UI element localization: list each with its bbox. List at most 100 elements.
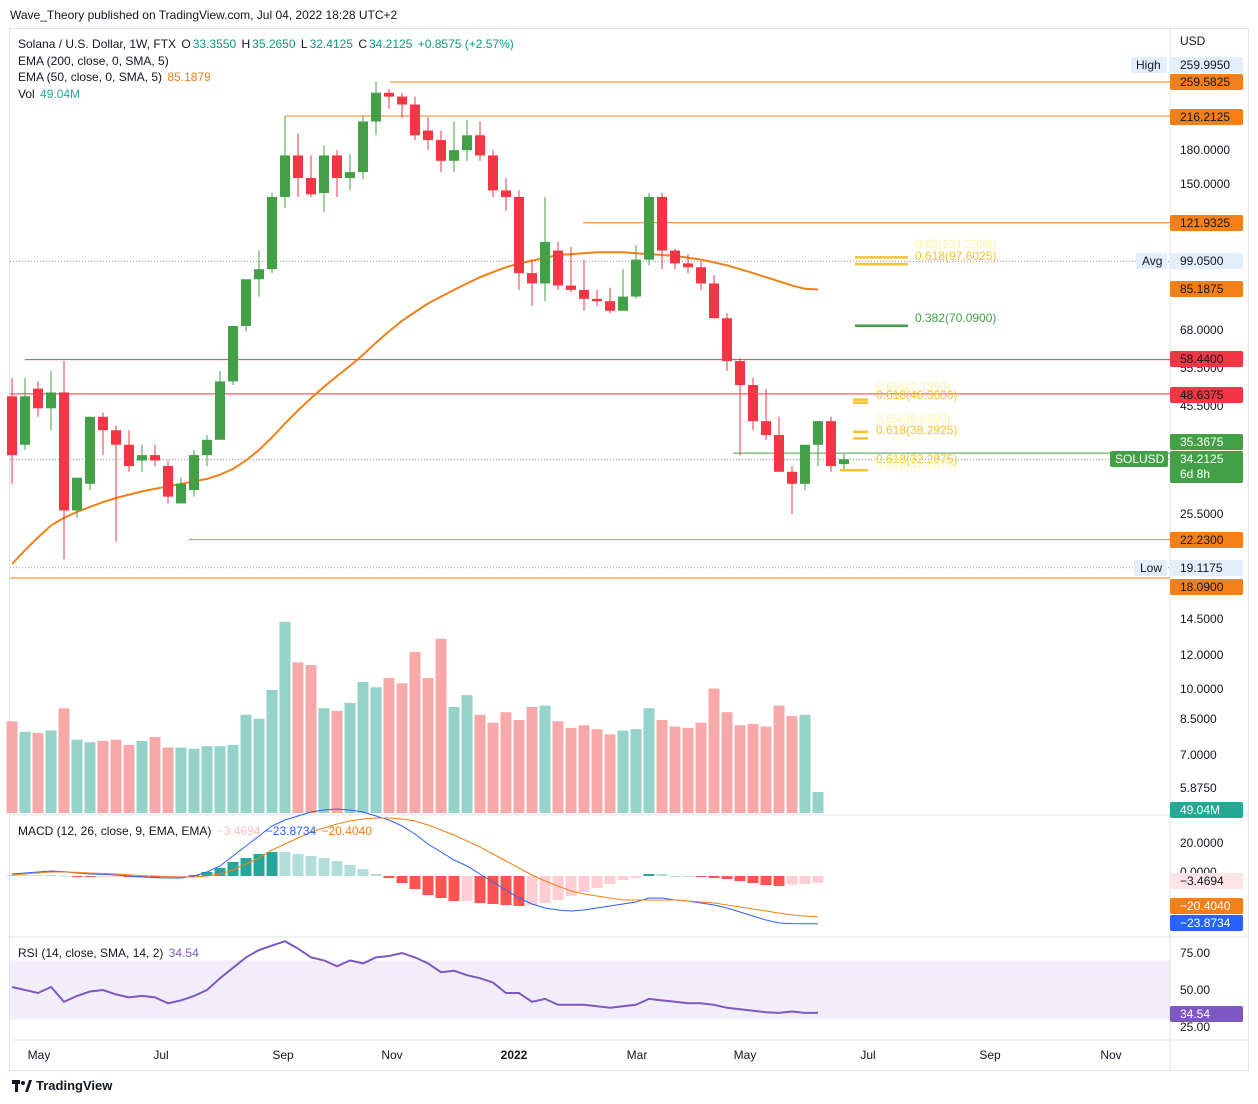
candle-body <box>475 135 485 156</box>
macd-histogram-bar <box>266 852 278 876</box>
fib-level-label: 0.382(70.0900) <box>915 311 996 325</box>
macd-signal-tag-bg <box>1170 898 1243 914</box>
time-axis-label: May <box>734 1048 757 1062</box>
volume-bar <box>682 727 694 813</box>
tradingview-footer[interactable]: TradingView <box>12 1078 112 1093</box>
macd-histogram-bar <box>357 869 369 876</box>
volume-bar <box>734 725 746 813</box>
macd-histogram-bar <box>227 862 239 876</box>
volume-bar <box>448 706 460 813</box>
macd-legend[interactable]: MACD (12, 26, close, 9, EMA, EMA) −3.469… <box>18 823 374 839</box>
level-price-tag: 121.9325 <box>1180 216 1230 230</box>
volume-bar <box>773 705 785 813</box>
high-tag-bg <box>1131 57 1167 73</box>
candle-body <box>657 196 667 251</box>
price-tick-label: 14.5000 <box>1180 612 1224 626</box>
volume-bar <box>240 714 252 813</box>
level-price-tag: 216.2125 <box>1180 110 1230 124</box>
macd-histogram-bar <box>682 876 694 877</box>
vol-legend[interactable]: Vol 49.04M <box>18 86 82 102</box>
price-tick-label: 180.0000 <box>1180 143 1230 157</box>
candle-body <box>384 92 394 97</box>
candle-body <box>579 289 589 299</box>
fib-level-label: 0.618(38.2925) <box>876 423 957 437</box>
level-price-tag-bg <box>1170 532 1243 548</box>
candle-body <box>514 196 524 274</box>
ema50-line <box>11 251 819 565</box>
macd-histogram-bar <box>773 876 785 886</box>
volume-bar <box>253 718 265 813</box>
candle-body <box>527 273 537 284</box>
vol-label: Vol <box>18 87 35 101</box>
volume-bar <box>526 706 538 813</box>
volume-bar <box>214 746 226 813</box>
macd-histogram-bar <box>305 856 317 876</box>
volume-bar <box>461 695 473 813</box>
macd-histogram-bar <box>409 876 421 889</box>
high-price-tag: 259.9950 <box>1180 58 1230 72</box>
macd-histogram-bar <box>396 876 408 883</box>
ema200-legend[interactable]: EMA (200, close, 0, SMA, 5) <box>18 54 169 68</box>
macd-histogram-bar <box>422 876 434 895</box>
candle-body <box>306 178 316 195</box>
time-axis-label: May <box>28 1048 51 1062</box>
volume-tag: 49.04M <box>1180 803 1220 817</box>
candle-body <box>150 455 160 461</box>
candle-body <box>215 381 225 440</box>
price-tick-label: 5.8750 <box>1180 781 1217 795</box>
rsi-legend[interactable]: RSI (14, close, SMA, 14, 2) 34.54 <box>18 945 201 961</box>
volume-bar <box>201 746 213 813</box>
candle-body <box>423 130 433 141</box>
macd-histogram-bar <box>734 876 746 881</box>
candle-body <box>163 466 173 497</box>
low-label: L <box>300 37 308 51</box>
level-price-tag: 22.2300 <box>1180 533 1224 547</box>
avg-price-tag-bg <box>1170 253 1243 269</box>
volume-bar <box>786 716 798 813</box>
macd-hist-tag: −3.4694 <box>1180 874 1224 888</box>
level-price-tag: 259.5825 <box>1180 75 1230 89</box>
volume-bar <box>760 726 772 813</box>
rsi-label: RSI (14, close, SMA, 14, 2) <box>18 946 164 960</box>
level-price-tag-bg <box>1170 579 1243 595</box>
macd-histogram-bar <box>721 876 733 879</box>
macd-signal-tag: −20.4040 <box>1180 899 1231 913</box>
candle-body <box>410 104 420 136</box>
candle-body <box>709 283 719 319</box>
candle-body <box>592 298 602 302</box>
volume-bar <box>604 734 616 813</box>
volume-tag-bg <box>1170 802 1243 818</box>
last-price-tag-bg <box>1170 451 1243 483</box>
level-price-tag-bg <box>1170 281 1243 297</box>
fib-level-label: 0.65(101.2326) <box>915 237 996 251</box>
candle-body <box>267 196 277 270</box>
low-price-tag: 19.1175 <box>1180 561 1223 575</box>
volume-bar <box>32 733 44 813</box>
volume-bar <box>591 729 603 813</box>
macd-histogram-bar <box>448 876 460 901</box>
candle-body <box>397 96 407 105</box>
high-value: 35.2650 <box>252 37 296 51</box>
volume-bar <box>396 683 408 813</box>
open-label: O <box>181 37 191 51</box>
level-price-tag: 35.3675 <box>1180 435 1224 449</box>
rsi-value-tag: 34.54 <box>1180 1007 1210 1021</box>
macd-histogram-bar <box>695 876 707 877</box>
macd-histogram-bar <box>32 875 44 876</box>
symbol-title[interactable]: Solana / U.S. Dollar, 1W, FTX <box>18 37 177 51</box>
macd-histogram-bar <box>97 876 109 877</box>
volume-bar <box>6 721 18 813</box>
volume-bar <box>305 665 317 813</box>
macd-line-tag: −23.8734 <box>1180 916 1231 930</box>
ema50-legend[interactable]: EMA (50, close, 0, SMA, 5) 85.1879 <box>18 69 213 85</box>
macd-tick-label: 20.0000 <box>1180 836 1224 850</box>
volume-bar <box>435 638 447 813</box>
fib-level-label: 0.618(46.3600) <box>876 388 957 402</box>
macd-histogram-bar <box>799 876 811 884</box>
macd-histogram-bar <box>786 876 798 885</box>
volume-bar <box>292 662 304 813</box>
macd-histogram-bar <box>669 876 681 877</box>
chart-frame <box>9 28 1249 1071</box>
candle-body <box>72 477 82 511</box>
